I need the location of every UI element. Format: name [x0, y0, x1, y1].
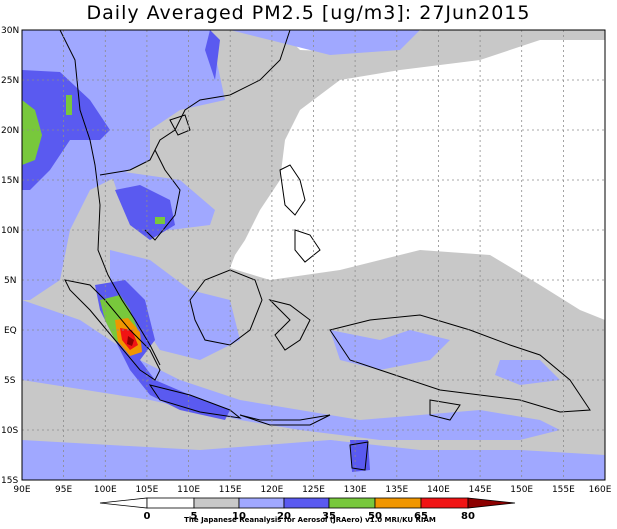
pm-darkblue-layer: [22, 30, 370, 472]
legend-swatch: [283, 497, 330, 509]
lat-label: 15N: [1, 176, 19, 186]
lat-axis: 30N 25N 20N 15N 10N 5N EQ 5S 10S 15S: [1, 26, 19, 486]
legend-swatch: [420, 497, 469, 509]
lat-label: 25N: [1, 76, 19, 86]
lat-label: 5S: [4, 376, 16, 386]
lon-label: 95E: [55, 485, 72, 495]
legend-swatch: [99, 497, 148, 509]
legend-label: 35: [322, 511, 336, 522]
lat-label: 5N: [4, 276, 16, 286]
lat-label: EQ: [4, 326, 17, 336]
lat-label: 10N: [1, 226, 19, 236]
lon-label: 135E: [385, 485, 408, 495]
lon-label: 130E: [344, 485, 367, 495]
lon-label: 110E: [177, 485, 200, 495]
legend-label: 20: [277, 511, 291, 522]
credit-line: The Japanese Reanalysis for Aerosol (JRA…: [184, 516, 436, 524]
lon-label: 145E: [469, 485, 492, 495]
lon-label: 90E: [13, 485, 30, 495]
lon-label: 125E: [302, 485, 325, 495]
graticule: [22, 30, 605, 480]
lon-axis: 90E 95E 100E 105E 110E 115E 120E 125E 13…: [13, 485, 611, 495]
lon-label: 140E: [427, 485, 450, 495]
lon-label: 155E: [552, 485, 575, 495]
legend-swatch: [374, 497, 422, 509]
lat-label: 15S: [1, 476, 18, 486]
lon-label: 120E: [260, 485, 283, 495]
coastlines: [59, 30, 591, 471]
legend-swatch: [193, 497, 240, 509]
lon-label: 100E: [94, 485, 117, 495]
legend-label: 10: [232, 511, 246, 522]
legend-label: 80: [461, 511, 475, 522]
lat-label: 30N: [1, 26, 19, 36]
lat-label: 10S: [1, 426, 18, 436]
legend-swatch: [467, 497, 516, 509]
map-title: Daily Averaged PM2.5 [ug/m3]: 27Jun2015: [86, 2, 531, 24]
pm-hotspot: [115, 318, 142, 356]
legend-label: 0: [144, 511, 151, 522]
legend-label: 50: [368, 511, 382, 522]
legend-label: 5: [191, 511, 198, 522]
lon-label: 105E: [135, 485, 158, 495]
lon-label: 160E: [589, 485, 612, 495]
lon-label: 150E: [510, 485, 533, 495]
legend-swatch: [328, 497, 376, 509]
legend-swatch: [146, 497, 195, 509]
lon-label: 115E: [219, 485, 242, 495]
lat-label: 20N: [1, 126, 19, 136]
legend-label: 65: [414, 511, 428, 522]
map-frame: [21, 29, 606, 481]
legend-swatch: [238, 497, 285, 509]
